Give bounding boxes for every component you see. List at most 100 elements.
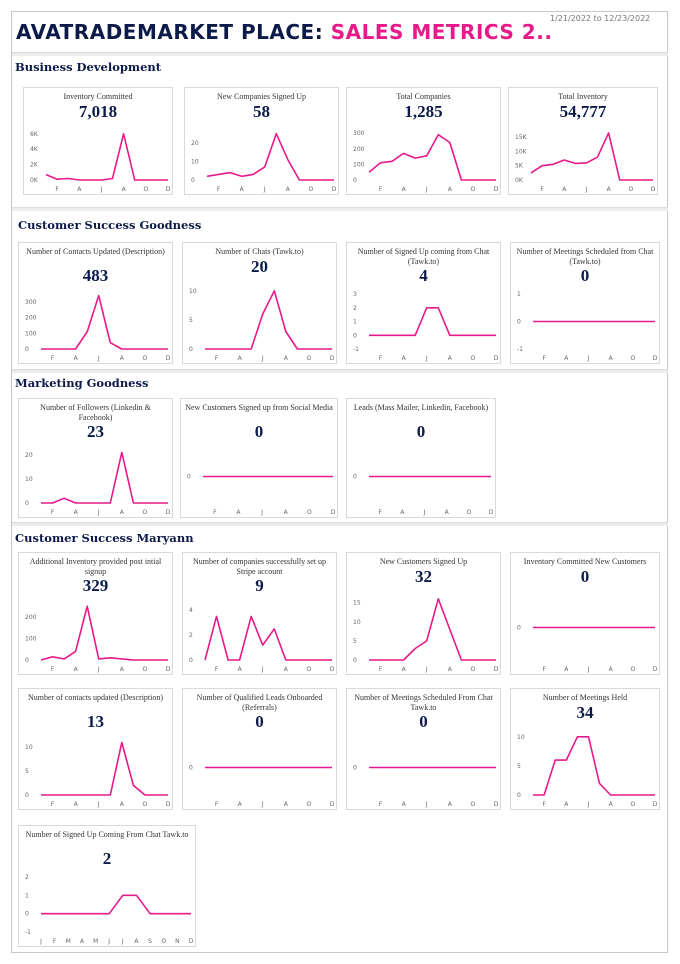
series-line <box>205 291 332 349</box>
x-tick-label: F <box>51 666 55 673</box>
x-tick-label: A <box>448 186 453 193</box>
y-tick-label: 10 <box>189 288 197 295</box>
y-tick-label: 15 <box>353 600 361 607</box>
x-tick-label: A <box>120 509 125 516</box>
x-tick-label: J <box>425 801 428 808</box>
series-line <box>46 134 168 180</box>
x-tick-label: S <box>148 938 152 945</box>
y-tick-label: 0 <box>25 792 29 799</box>
kpi-title: Number of Qualified Leads Onboarded (Ref… <box>187 693 332 712</box>
kpi-value: 9 <box>183 576 336 596</box>
x-tick-label: F <box>542 666 546 673</box>
y-tick-label: 2 <box>353 305 357 312</box>
dashboard-title: AVATRADEMARKET PLACE: SALES METRICS 2.. <box>16 20 552 44</box>
kpi-card[interactable]: New Customers Signed up from Social Medi… <box>180 398 338 518</box>
kpi-card[interactable]: Inventory Committed New Customers 0 0 F A J A O… <box>510 552 660 675</box>
kpi-title: Number of Chats (Tawk.to) <box>187 247 332 257</box>
y-tick-label: 0 <box>353 177 357 184</box>
y-tick-label: 0K <box>515 177 524 184</box>
x-tick-label: F <box>379 186 383 193</box>
kpi-card[interactable]: Number of Signed Up Coming From Chat Taw… <box>18 825 196 947</box>
y-tick-label: 0 <box>517 792 521 799</box>
date-range[interactable]: 1/21/2022 to 12/23/2022 <box>550 14 650 23</box>
kpi-card[interactable]: Total Companies 1,285 300 200 100 0 F A J A O D <box>346 87 501 195</box>
series-line <box>533 737 655 795</box>
kpi-card[interactable]: Number of companies successfully set up … <box>182 552 337 675</box>
kpi-title: Inventory Committed <box>28 92 168 102</box>
kpi-card[interactable]: Number of Contacts Updated (Description)… <box>18 242 173 364</box>
kpi-card[interactable]: Number of Followers (Linkedin & Facebook… <box>18 398 173 518</box>
x-tick-label: F <box>540 186 544 193</box>
x-tick-label: O <box>161 938 166 945</box>
x-tick-label: D <box>330 666 335 673</box>
kpi-title: Number of Meetings Scheduled from Chat (… <box>515 247 655 266</box>
y-tick-label: 20 <box>25 452 33 459</box>
y-tick-label: 1 <box>25 892 29 899</box>
series-line <box>369 599 496 660</box>
kpi-card[interactable]: Number of Meetings Scheduled from Chat (… <box>510 242 660 364</box>
x-tick-label: J <box>261 666 264 673</box>
x-tick-label: A <box>77 186 82 193</box>
x-tick-label: A <box>120 355 125 362</box>
x-tick-label: O <box>466 509 471 516</box>
y-tick-label: 0 <box>25 346 29 353</box>
x-tick-label: O <box>143 186 148 193</box>
kpi-title: Inventory Committed New Customers <box>515 557 655 567</box>
x-tick-label: D <box>166 186 171 193</box>
x-tick-label: J <box>587 355 590 362</box>
x-tick-label: O <box>630 355 635 362</box>
x-tick-label: J <box>585 186 588 193</box>
kpi-card[interactable]: Number of Signed Up coming from Chat (Ta… <box>346 242 501 364</box>
kpi-value: 0 <box>181 422 337 442</box>
series-line <box>205 616 332 660</box>
y-tick-label: 0 <box>25 657 29 664</box>
x-tick-label: D <box>166 355 171 362</box>
kpi-card[interactable]: New Companies Signed Up 58 20 10 0 F A J A O D <box>184 87 339 195</box>
x-tick-label: F <box>51 509 55 516</box>
kpi-card[interactable]: Number of Qualified Leads Onboarded (Ref… <box>182 688 337 810</box>
x-tick-label: A <box>445 509 450 516</box>
kpi-title: Total Companies <box>351 92 496 102</box>
x-tick-label: A <box>238 666 243 673</box>
kpi-card[interactable]: Number of contacts updated (Description)… <box>18 688 173 810</box>
x-tick-label: O <box>143 355 148 362</box>
kpi-value: 54,777 <box>509 102 657 122</box>
x-tick-label: F <box>379 355 383 362</box>
y-tick-label: 1 <box>517 291 521 298</box>
kpi-card[interactable]: Total Inventory 54,777 15K 10K 5K 0K F A J A O D <box>508 87 658 195</box>
x-tick-label: O <box>307 666 312 673</box>
title-brand: AVATRADEMARKET PLACE: <box>16 20 331 44</box>
kpi-card[interactable]: Number of Chats (Tawk.to) 20 10 5 0 F A J A O D <box>182 242 337 364</box>
sparkline-chart: 1050F A J A O D <box>19 736 174 807</box>
x-tick-label: D <box>189 938 194 945</box>
sparkline-chart: 0 F A J A O D <box>183 736 338 807</box>
kpi-title: Additional Inventory provided post intia… <box>23 557 168 576</box>
x-tick-label: D <box>494 186 499 193</box>
section-divider <box>12 522 668 526</box>
x-tick-label: O <box>628 186 633 193</box>
kpi-card[interactable]: Leads (Mass Mailer, Linkedin, Facebook) 0… <box>346 398 496 518</box>
kpi-title: Number of Contacts Updated (Description) <box>23 247 168 257</box>
x-tick-label: F <box>215 355 219 362</box>
kpi-card[interactable]: Additional Inventory provided post intia… <box>18 552 173 675</box>
kpi-value: 13 <box>19 712 172 732</box>
y-tick-label: 200 <box>25 614 37 621</box>
kpi-card[interactable]: Inventory Committed 7,018 6K 4K 2K 0K F A J A O D <box>23 87 173 195</box>
x-tick-label: A <box>402 666 407 673</box>
kpi-card[interactable]: New Customers Signed Up 32 15 10 5 0 F A J A O D <box>346 552 501 675</box>
x-tick-label: D <box>332 186 337 193</box>
kpi-card[interactable]: Number of Meetings Held 34 10 5 0 F A J A O D <box>510 688 660 810</box>
sparkline-chart: 0 F A J A O D <box>347 736 502 807</box>
x-tick-label: A <box>448 355 453 362</box>
x-tick-label: A <box>240 186 245 193</box>
y-tick-label: 300 <box>25 299 37 306</box>
x-tick-label: O <box>471 355 476 362</box>
kpi-value: 0 <box>347 712 500 732</box>
kpi-value: 58 <box>185 102 338 122</box>
x-tick-label: A <box>609 801 614 808</box>
y-tick-label: 0 <box>353 657 357 664</box>
y-tick-label: 6K <box>30 131 39 138</box>
y-tick-label: 10 <box>517 734 525 741</box>
kpi-card[interactable]: Number of Meetings Scheduled From Chat T… <box>346 688 501 810</box>
x-tick-label: J <box>260 509 263 516</box>
